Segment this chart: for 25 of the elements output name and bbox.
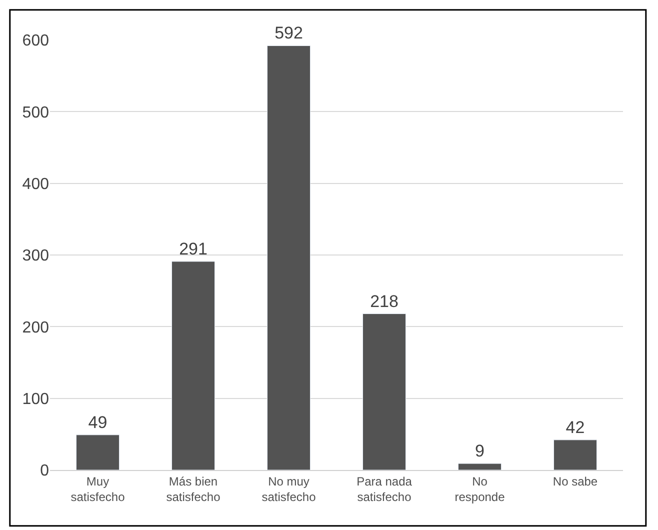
bar xyxy=(172,261,215,470)
x-tick-label: No sabe xyxy=(552,474,598,488)
x-tick-label: Muy satisfecho xyxy=(70,474,126,504)
data-label: 291 xyxy=(179,239,208,258)
y-tick-label: 100 xyxy=(22,390,50,408)
x-tick-label: No responde xyxy=(454,474,506,504)
data-label: 218 xyxy=(370,292,398,311)
y-tick-label: 500 xyxy=(22,104,50,122)
bar xyxy=(362,314,406,470)
data-label: 592 xyxy=(274,24,303,43)
y-tick-label: 400 xyxy=(22,176,50,193)
y-tick-label: 300 xyxy=(22,248,50,265)
bar xyxy=(458,463,502,470)
x-tick-label: Para nada satisfecho xyxy=(356,474,412,504)
x-tick-label: Más bien satisfecho xyxy=(166,474,221,504)
bar xyxy=(554,440,597,470)
bar xyxy=(76,434,120,470)
bar xyxy=(267,45,310,470)
y-tick-label: 600 xyxy=(22,32,50,50)
y-tick-label: 200 xyxy=(22,319,50,336)
x-tick-label: No muy satisfecho xyxy=(262,474,316,504)
data-label: 9 xyxy=(475,442,484,461)
data-label: 42 xyxy=(566,418,585,437)
data-label: 49 xyxy=(88,412,108,432)
y-tick-label: 0 xyxy=(40,462,50,480)
